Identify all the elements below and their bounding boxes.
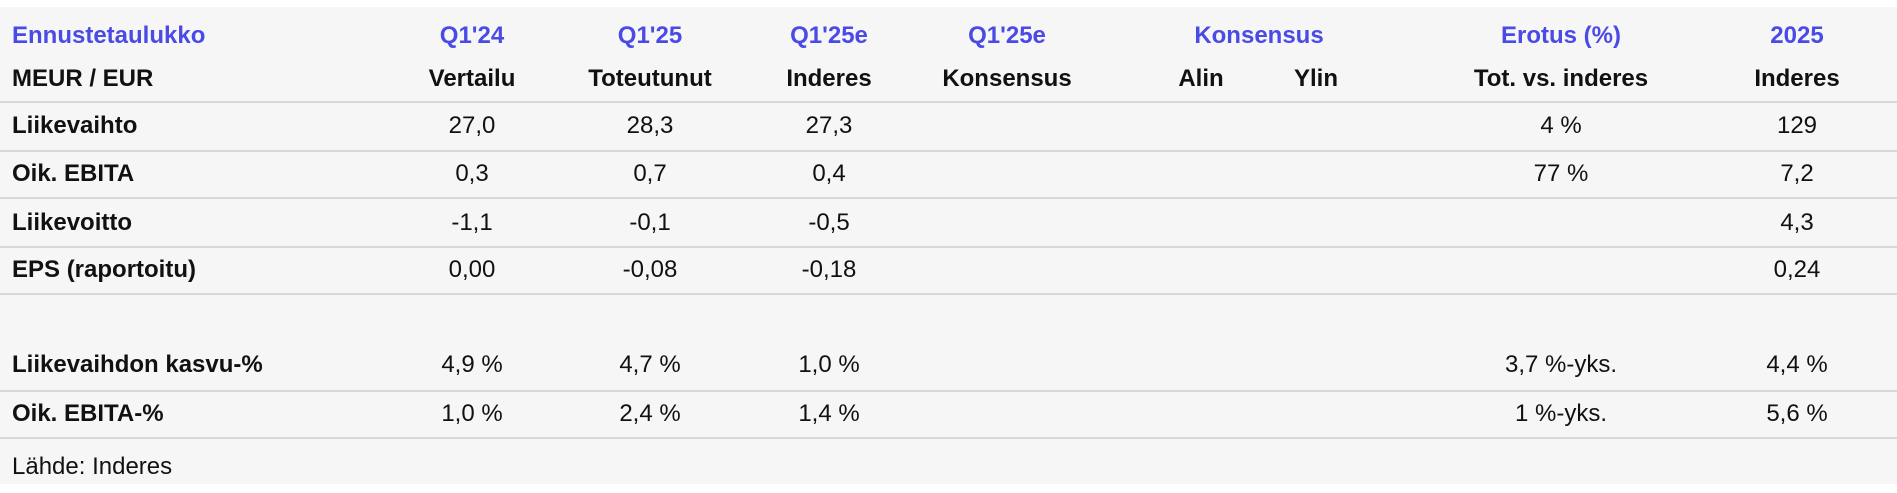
column-subheader: Alin: [1178, 65, 1224, 92]
value-cell: 27,0: [448, 112, 496, 139]
value-cell: 1,0 %: [441, 400, 503, 427]
value-cell: 77 %: [1533, 160, 1589, 187]
value-cell: 27,3: [805, 112, 853, 139]
value-cell: 0,00: [448, 256, 496, 283]
column-header: Q1'24: [439, 22, 505, 49]
value-cell: 1 %-yks.: [1514, 400, 1608, 427]
table-title: Ennustetaulukko: [12, 22, 206, 49]
value-cell: 28,3: [626, 112, 674, 139]
row-divider: [0, 246, 1897, 248]
column-subheader: Tot. vs. inderes: [1473, 65, 1649, 92]
row-label: Liikevaihdon kasvu-%: [12, 351, 263, 378]
value-cell: -0,5: [808, 209, 850, 236]
value-cell: 4,7 %: [619, 351, 681, 378]
value-cell: -0,08: [622, 256, 678, 283]
value-cell: 129: [1776, 112, 1818, 139]
row-label: Liikevoitto: [12, 209, 133, 236]
column-subheader: Ylin: [1293, 65, 1339, 92]
column-header: Q1'25e: [790, 22, 868, 49]
row-divider: [0, 150, 1897, 152]
row-label: Liikevaihto: [12, 112, 138, 139]
column-subheader: Konsensus: [942, 65, 1072, 92]
unit-label: MEUR / EUR: [12, 65, 154, 92]
row-divider: [0, 437, 1897, 439]
value-cell: -0,1: [629, 209, 671, 236]
value-cell: 0,24: [1773, 256, 1821, 283]
column-header: Erotus (%): [1501, 22, 1621, 49]
value-cell: 4,9 %: [441, 351, 503, 378]
value-cell: 5,6 %: [1766, 400, 1828, 427]
column-subheader: Toteutunut: [588, 65, 712, 92]
column-header: Q1'25: [617, 22, 683, 49]
value-cell: -1,1: [451, 209, 493, 236]
value-cell: 2,4 %: [619, 400, 681, 427]
column-subheader: Vertailu: [428, 65, 516, 92]
column-subheader: Inderes: [786, 65, 872, 92]
row-divider: [0, 390, 1897, 392]
table-background: [0, 7, 1897, 484]
value-cell: 1,4 %: [798, 400, 860, 427]
source-note: Lähde: Inderes: [12, 453, 173, 480]
value-cell: 4 %: [1540, 112, 1582, 139]
row-divider: [0, 293, 1897, 295]
value-cell: -0,18: [801, 256, 857, 283]
column-header: Q1'25e: [968, 22, 1046, 49]
value-cell: 0,7: [633, 160, 667, 187]
value-cell: 3,7 %-yks.: [1504, 351, 1618, 378]
value-cell: 4,3: [1780, 209, 1814, 236]
row-label: Oik. EBITA-%: [12, 400, 164, 427]
row-label: Oik. EBITA: [12, 160, 135, 187]
row-label: EPS (raportoitu): [12, 256, 196, 283]
value-cell: 4,4 %: [1766, 351, 1828, 378]
row-divider: [0, 197, 1897, 199]
value-cell: 1,0 %: [798, 351, 860, 378]
column-subheader: Inderes: [1754, 65, 1840, 92]
column-header: Konsensus: [1194, 22, 1324, 49]
value-cell: 0,3: [455, 160, 489, 187]
column-header: 2025: [1770, 22, 1824, 49]
value-cell: 7,2: [1780, 160, 1814, 187]
row-divider: [0, 101, 1897, 103]
value-cell: 0,4: [812, 160, 846, 187]
